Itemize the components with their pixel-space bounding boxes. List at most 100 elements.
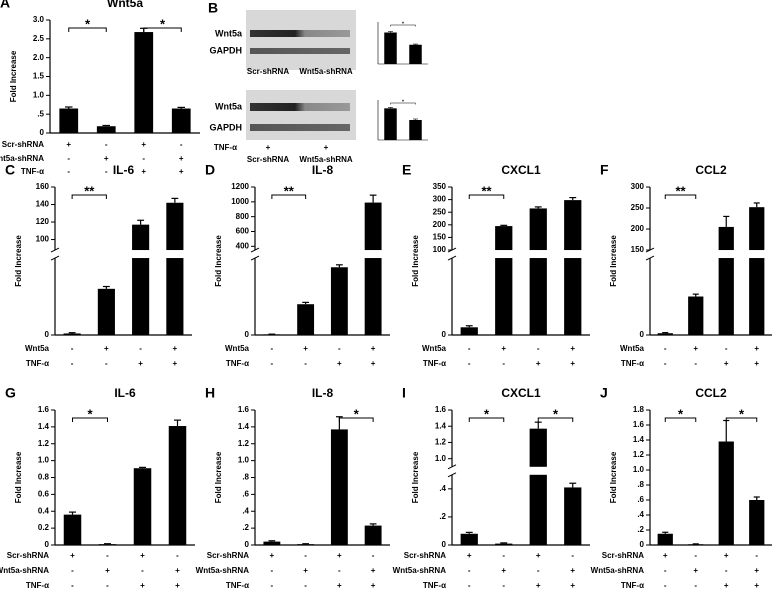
y-tick-label: 150 [631, 245, 645, 254]
y-axis-label: Fold Increase [214, 451, 223, 503]
condition-mark: - [468, 344, 471, 353]
significance-bracket [468, 417, 505, 422]
significance-label: * [402, 99, 404, 105]
significance-bracket [664, 417, 697, 422]
condition-mark: - [502, 359, 505, 368]
y-tick-label: 0.2 [38, 523, 50, 532]
condition-label: Wnt5a-shRNA [0, 566, 49, 575]
bar [749, 258, 765, 335]
y-tick-label: .2 [637, 525, 644, 534]
condition-mark: - [725, 566, 728, 575]
condition-mark: + [173, 359, 178, 368]
bar [168, 426, 187, 545]
y-axis-label: Fold Increase [9, 50, 18, 102]
condition-mark: - [694, 581, 697, 590]
condition-mark: - [304, 359, 307, 368]
condition-mark: - [664, 359, 667, 368]
y-tick-label: .4 [439, 484, 446, 493]
y-tick-label: 250 [433, 207, 447, 216]
chart-title: Wnt5a [107, 0, 143, 10]
condition-mark: - [338, 344, 341, 353]
chart-title: CXCL1 [501, 386, 541, 400]
condition-mark: - [468, 581, 471, 590]
significance-bracket [725, 417, 758, 422]
bar [63, 514, 82, 545]
bar [718, 258, 734, 335]
condition-mark: - [180, 140, 183, 149]
significance-label: * [402, 21, 404, 27]
condition-mark: - [71, 581, 74, 590]
condition-mark: + [141, 140, 146, 149]
condition-label: TNF-α [21, 167, 44, 176]
condition-mark: - [271, 566, 274, 575]
condition-mark: + [570, 581, 575, 590]
significance-label: * [553, 406, 559, 421]
y-tick-label: 1.6 [435, 405, 447, 414]
panel-letter: H [205, 385, 215, 401]
condition-label: TNF-α [226, 359, 249, 368]
condition-label: Scr-shRNA [207, 551, 249, 560]
panel-letter: E [402, 162, 411, 178]
condition-mark: - [271, 581, 274, 590]
condition-mark: + [536, 551, 541, 560]
condition-mark: - [694, 551, 697, 560]
blot-band [250, 30, 350, 37]
bar [688, 296, 704, 335]
condition-mark: + [467, 551, 472, 560]
condition-mark: + [303, 566, 308, 575]
significance-label: ** [284, 183, 295, 198]
condition-mark: + [724, 359, 729, 368]
y-tick-label: 400 [236, 241, 250, 250]
condition-mark: + [179, 154, 184, 163]
condition-mark: - [304, 551, 307, 560]
condition-mark: + [501, 344, 506, 353]
y-tick-label: 300 [433, 195, 447, 204]
condition-mark: + [570, 344, 575, 353]
significance-label: ** [84, 183, 95, 198]
y-tick-label: 0 [442, 330, 447, 339]
band-label: GAPDH [209, 122, 242, 132]
panel-letter: G [5, 385, 16, 401]
panel-letter: C [5, 162, 15, 178]
y-tick-label: 0.6 [38, 489, 50, 498]
condition-mark: - [537, 566, 540, 575]
y-tick-label: .4 [242, 506, 249, 515]
bar [564, 258, 582, 335]
condition-mark: - [725, 344, 728, 353]
bar [171, 108, 191, 133]
bar [384, 32, 397, 64]
condition-mark: + [303, 344, 308, 353]
significance-label: ** [675, 183, 686, 198]
panel-letter: A [0, 0, 10, 11]
y-tick-label: 1.2 [238, 439, 250, 448]
condition-mark: - [468, 359, 471, 368]
y-tick-label: 0 [45, 540, 50, 549]
significance-bracket [68, 27, 107, 32]
y-tick-label: 1.6 [238, 405, 250, 414]
y-tick-label: 0 [45, 330, 50, 339]
condition-mark: + [173, 344, 178, 353]
significance-bracket [664, 194, 697, 199]
y-tick-label: 200 [433, 220, 447, 229]
bar [460, 533, 478, 545]
condition-mark: - [105, 167, 108, 176]
condition-label: TNF-α [423, 581, 446, 590]
bar [657, 533, 673, 545]
significance-label: * [87, 406, 93, 421]
condition-mark: - [571, 551, 574, 560]
condition-mark: - [142, 154, 145, 163]
condition-mark: - [106, 581, 109, 590]
condition-label: TNF-α [26, 359, 49, 368]
axis-break [50, 255, 60, 261]
y-axis-label: Fold Increase [214, 235, 223, 287]
y-tick-label: .4 [637, 510, 644, 519]
condition-mark: + [536, 359, 541, 368]
bar [59, 108, 79, 133]
y-tick-label: 1.0 [33, 90, 45, 99]
condition-mark: + [138, 359, 143, 368]
panel-letter: D [205, 162, 215, 178]
bar [166, 258, 184, 335]
y-tick-label: 300 [631, 182, 645, 191]
blot-band [250, 124, 350, 131]
